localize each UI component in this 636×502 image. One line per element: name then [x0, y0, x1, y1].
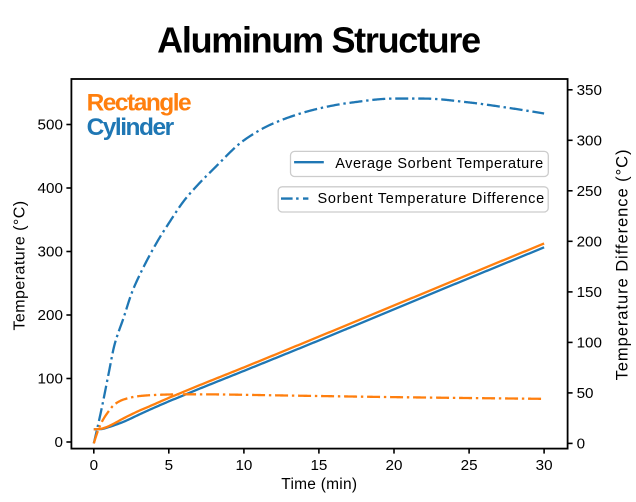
svg-text:300: 300 [577, 133, 602, 150]
svg-text:20: 20 [386, 457, 403, 474]
svg-text:Rectangle: Rectangle [87, 90, 191, 117]
svg-text:5: 5 [165, 457, 173, 474]
svg-text:100: 100 [38, 371, 63, 388]
svg-text:10: 10 [235, 457, 252, 474]
svg-text:Sorbent Temperature Difference: Sorbent Temperature Difference [318, 191, 545, 207]
svg-text:200: 200 [577, 234, 602, 251]
svg-text:0: 0 [577, 436, 585, 453]
svg-text:Temperature Difference (°C): Temperature Difference (°C) [614, 149, 632, 381]
svg-text:400: 400 [38, 180, 63, 197]
svg-text:Temperature (°C): Temperature (°C) [12, 200, 29, 330]
svg-text:300: 300 [38, 244, 63, 261]
svg-text:25: 25 [461, 457, 478, 474]
svg-text:15: 15 [310, 457, 327, 474]
svg-text:Time (min): Time (min) [281, 476, 357, 493]
svg-text:30: 30 [536, 457, 553, 474]
svg-text:Aluminum Structure: Aluminum Structure [157, 20, 480, 61]
svg-text:50: 50 [577, 385, 594, 402]
svg-text:0: 0 [90, 457, 98, 474]
svg-text:150: 150 [577, 284, 602, 301]
svg-text:0: 0 [54, 434, 62, 451]
svg-text:Cylinder: Cylinder [87, 114, 175, 141]
svg-text:100: 100 [577, 335, 602, 352]
svg-text:Average Sorbent Temperature: Average Sorbent Temperature [335, 156, 544, 172]
svg-text:350: 350 [577, 82, 602, 99]
svg-text:200: 200 [38, 307, 63, 324]
svg-text:500: 500 [38, 117, 63, 134]
svg-text:250: 250 [577, 183, 602, 200]
